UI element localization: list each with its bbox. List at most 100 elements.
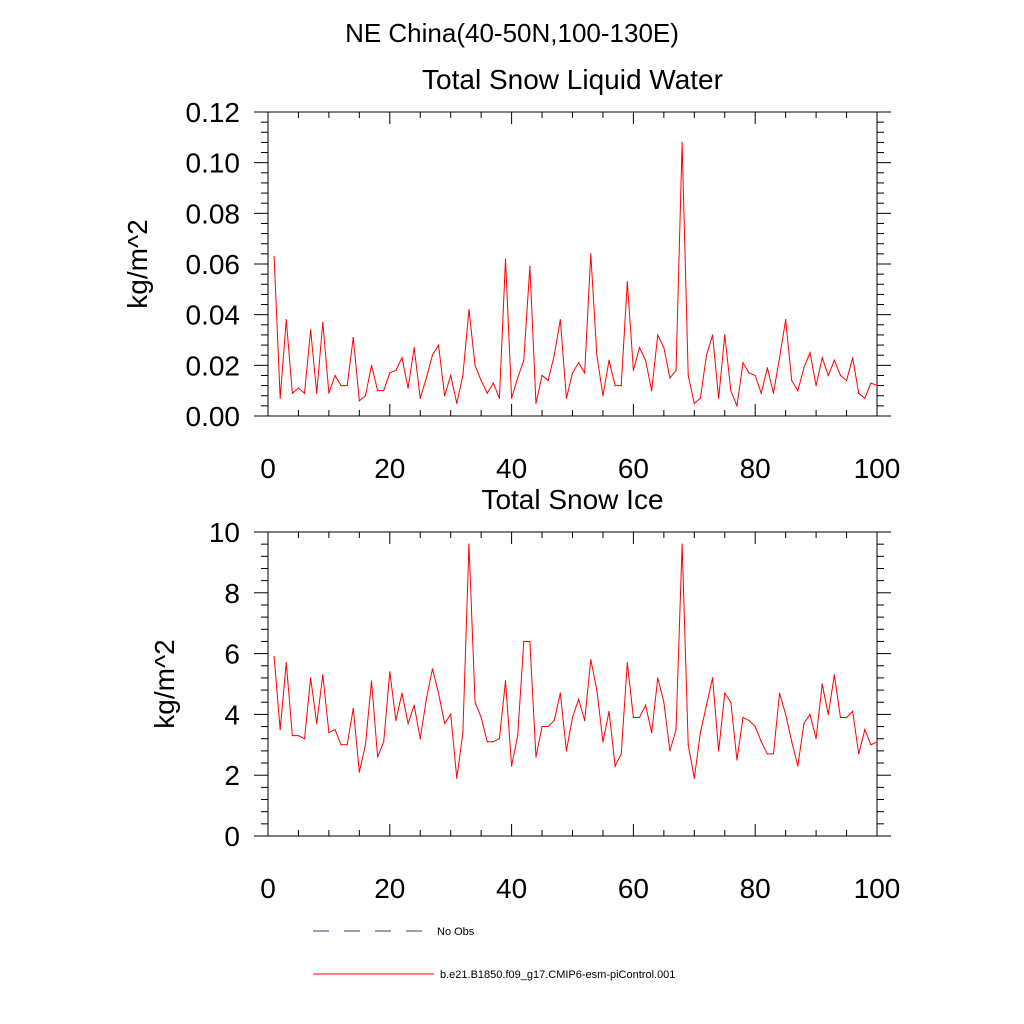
data-point: [450, 713, 452, 716]
data-point: [316, 722, 318, 725]
data-point: [803, 722, 805, 725]
data-point: [778, 357, 781, 359]
data-point: [815, 738, 817, 740]
data-point: [614, 765, 616, 767]
x-tick-label: 80: [740, 453, 771, 484]
data-point: [389, 372, 391, 374]
data-point: [632, 716, 635, 719]
data-point: [480, 379, 482, 382]
chart-title: Total Snow Liquid Water: [422, 64, 723, 95]
data-point: [675, 369, 677, 371]
data-point: [322, 674, 324, 676]
data-point: [401, 357, 403, 359]
data-point: [492, 382, 494, 384]
data-point: [310, 677, 312, 679]
data-point: [852, 357, 854, 359]
data-point: [766, 753, 768, 755]
y-tick-label: 4: [224, 699, 240, 730]
data-point: [291, 392, 293, 394]
data-point: [839, 716, 842, 719]
y-tick-label: 0.00: [186, 401, 241, 432]
data-point: [395, 719, 397, 722]
data-point: [711, 334, 714, 336]
data-point: [748, 372, 750, 374]
y-axis-label: kg/m^2: [122, 219, 153, 308]
data-point: [553, 354, 555, 356]
chart-panel-snow-liquid-water: Total Snow Liquid Water kg/m^2 0 20 40 60 80 10…: [122, 64, 900, 484]
data-point: [328, 392, 330, 394]
data-point: [590, 253, 592, 255]
data-point: [383, 390, 385, 392]
data-point: [437, 344, 440, 346]
data-point: [273, 255, 275, 257]
data-point: [419, 397, 421, 399]
data-point: [498, 397, 501, 399]
data-point: [291, 735, 293, 737]
data-point: [693, 402, 695, 404]
data-point: [754, 374, 756, 377]
data-point: [870, 382, 872, 384]
data-point: [310, 329, 312, 331]
data-point: [785, 319, 787, 321]
data-point: [766, 367, 768, 369]
data-point: [821, 683, 823, 685]
data-point: [809, 352, 811, 354]
data-point: [718, 750, 720, 752]
data-point: [644, 359, 647, 361]
data-point: [614, 385, 616, 387]
data-point: [407, 387, 409, 389]
data-point: [724, 334, 726, 336]
data-point: [845, 379, 848, 382]
plot-frame: [267, 111, 878, 417]
data-point: [492, 741, 494, 743]
data-point: [797, 390, 799, 392]
data-point: [511, 765, 513, 767]
data-point: [303, 392, 306, 394]
data-point: [444, 722, 446, 725]
y-tick-label: 8: [224, 578, 240, 609]
legend: No Obs b.e21.B1850.f09_g17.CMIP6-esm-piC…: [313, 926, 675, 981]
data-point: [462, 732, 464, 734]
data-point: [297, 735, 300, 737]
data-point: [608, 359, 610, 361]
data-point: [858, 392, 860, 394]
data-point: [797, 765, 799, 767]
data-point: [340, 744, 342, 746]
data-point: [651, 732, 653, 734]
chart-panel-snow-ice: Total Snow Ice kg/m^2 0 20 40 60 80 100 0 2 4 6 8 10: [149, 484, 900, 904]
data-point: [316, 392, 318, 394]
data-point: [346, 385, 348, 387]
data-point: [657, 334, 659, 336]
data-point: [833, 674, 835, 676]
data-point: [364, 744, 367, 746]
data-point: [839, 374, 842, 377]
data-point: [547, 379, 549, 382]
data-point: [431, 354, 434, 356]
data-point: [517, 377, 519, 379]
data-point: [364, 395, 367, 397]
data-point: [785, 713, 787, 716]
data-point: [383, 741, 385, 743]
data-point: [565, 397, 568, 399]
data-point: [541, 374, 543, 377]
data-point: [474, 701, 476, 703]
legend-label-model-run: b.e21.B1850.f09_g17.CMIP6-esm-piControl.…: [440, 969, 675, 981]
data-point: [584, 372, 586, 374]
data-point: [809, 713, 811, 716]
data-point: [577, 362, 580, 364]
data-point: [675, 729, 677, 731]
data-point: [845, 716, 848, 719]
data-point: [596, 689, 598, 691]
data-point: [651, 390, 653, 392]
data-point: [669, 377, 671, 379]
data-point: [791, 379, 793, 382]
y-tick-label: 10: [209, 517, 240, 548]
data-point: [377, 390, 379, 392]
data-point: [279, 729, 281, 731]
data-point: [529, 265, 531, 268]
data-point: [833, 359, 835, 361]
data-point: [876, 741, 878, 743]
data-point: [419, 738, 421, 740]
data-point: [821, 357, 823, 359]
y-tick-label: 0: [224, 821, 240, 852]
